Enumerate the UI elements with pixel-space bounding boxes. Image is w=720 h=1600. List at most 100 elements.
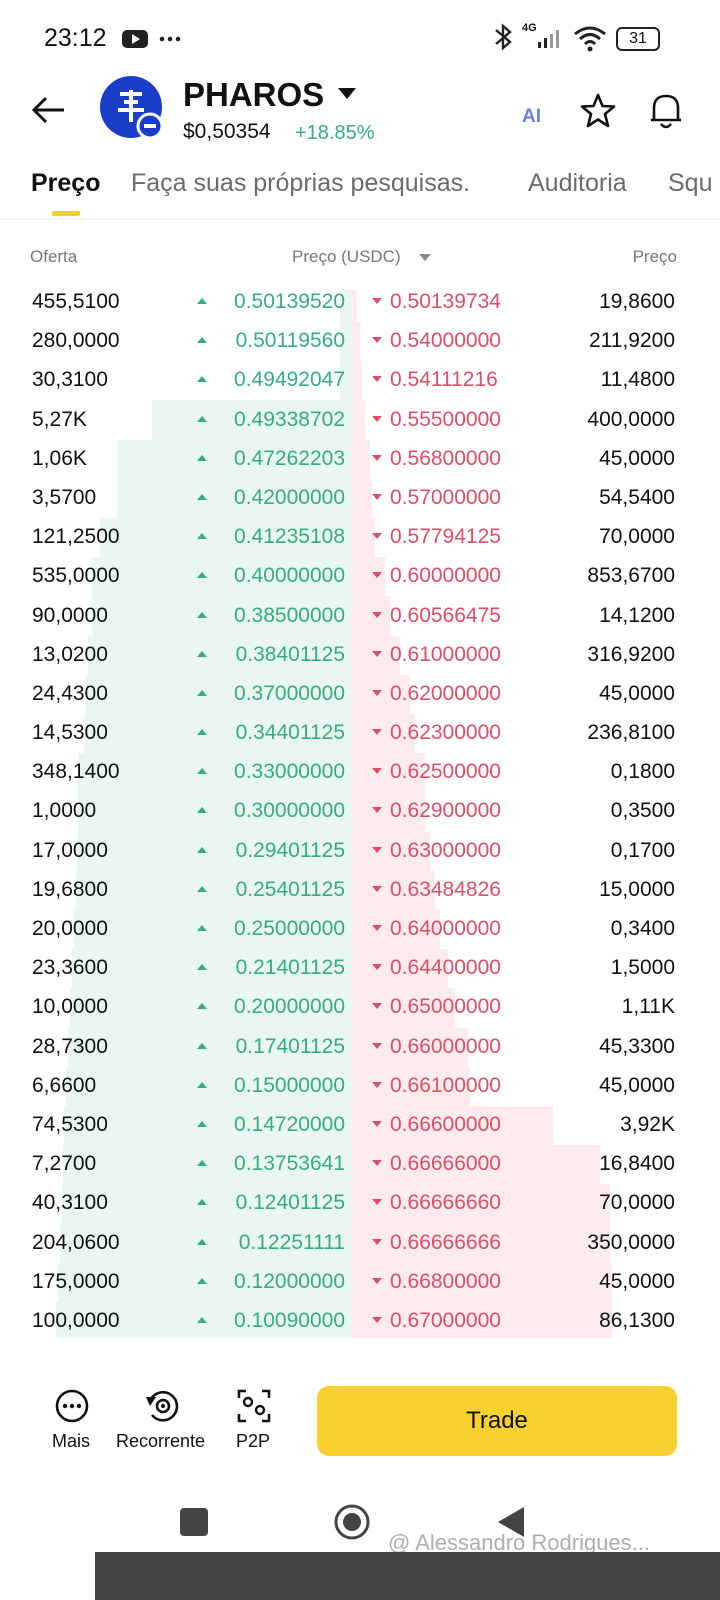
more-icon[interactable]: [54, 1388, 90, 1424]
bid-price: 0.49338702: [234, 407, 345, 431]
ask-amount: 45,0000: [599, 681, 675, 705]
ask-price: 0.64000000: [390, 917, 501, 941]
ask-arrow: [372, 1160, 382, 1167]
bid-depth: [56, 290, 352, 1338]
trade-button[interactable]: Trade: [317, 1386, 677, 1456]
ask-amount: 70,0000: [599, 1191, 675, 1215]
bid-amount: 348,1400: [32, 760, 120, 784]
action-label[interactable]: P2P: [236, 1431, 271, 1451]
ask-amount: 0,3500: [610, 799, 675, 823]
bid-arrow: [197, 493, 207, 500]
bid-arrow: [197, 376, 207, 383]
bid-amount: 14,5300: [32, 721, 108, 745]
tab[interactable]: Squ: [668, 169, 713, 197]
bid-price: 0.38500000: [234, 603, 345, 627]
signal-icon: [538, 30, 559, 48]
ask-arrow: [372, 493, 382, 500]
tab[interactable]: Auditoria: [528, 169, 627, 197]
favorite-button[interactable]: [580, 93, 616, 129]
bid-arrow: [197, 298, 207, 304]
bid-arrow: [197, 1081, 207, 1088]
ask-price: 0.64400000: [390, 956, 501, 980]
bid-arrow: [197, 1238, 207, 1245]
tab[interactable]: Faça suas próprias pesquisas.: [131, 169, 471, 197]
bid-amount: 121,2500: [32, 525, 120, 549]
ask-arrow: [372, 1199, 382, 1206]
ask-amount: 0,1800: [610, 760, 675, 784]
bid-price: 0.41235108: [234, 525, 345, 549]
ask-price: 0.60566475: [390, 603, 501, 627]
ask-amount: 853,6700: [587, 564, 675, 588]
bid-arrow: [197, 415, 207, 422]
bid-amount: 175,0000: [32, 1269, 120, 1293]
ask-arrow: [372, 1238, 382, 1245]
ask-arrow: [372, 807, 382, 814]
bid-arrow: [197, 1199, 207, 1206]
bid-price: 0.33000000: [234, 760, 345, 784]
bid-arrow: [197, 1042, 207, 1049]
alert-button[interactable]: [648, 92, 684, 130]
ask-arrow: [372, 376, 382, 383]
nav-recents[interactable]: [180, 1508, 208, 1536]
ask-price: 0.54111216: [390, 368, 498, 392]
ai-button[interactable]: AI: [522, 106, 541, 127]
ask-price: 0.66600000: [390, 1112, 501, 1136]
action-label[interactable]: Mais: [52, 1431, 91, 1451]
dropdown-icon[interactable]: [338, 86, 358, 100]
back-button[interactable]: [30, 94, 70, 126]
nav-home[interactable]: [333, 1503, 371, 1541]
bid-arrow: [197, 1277, 207, 1284]
ask-price: 0.50139734: [390, 290, 501, 313]
bid-price: 0.50119560: [235, 329, 345, 353]
p2p-icon[interactable]: [236, 1388, 272, 1424]
ask-price: 0.66100000: [390, 1073, 501, 1097]
network-label: 4G: [522, 22, 537, 34]
bid-arrow: [197, 611, 207, 618]
column-dropdown-icon[interactable]: [419, 253, 431, 262]
nav-back[interactable]: [496, 1505, 526, 1539]
bid-amount: 20,0000: [32, 917, 108, 941]
action-label[interactable]: Recorrente: [116, 1431, 206, 1451]
ask-amount: 15,0000: [599, 877, 675, 901]
ask-arrow: [372, 533, 382, 540]
bid-arrow: [197, 650, 207, 657]
ask-arrow: [372, 1316, 382, 1323]
bid-price: 0.40000000: [234, 564, 345, 588]
bid-price: 0.12000000: [234, 1269, 345, 1293]
token-logo: [100, 76, 164, 140]
bid-price: 0.29401125: [235, 838, 345, 862]
token-price: $0,50354: [183, 120, 271, 143]
ask-amount: 400,0000: [587, 407, 675, 431]
bid-amount: 455,5100: [32, 290, 120, 313]
tab[interactable]: Preço: [31, 169, 101, 197]
bid-amount: 10,0000: [32, 995, 108, 1019]
bid-price: 0.17401125: [235, 1034, 345, 1058]
bid-price: 0.49492047: [234, 368, 345, 392]
ask-price: 0.66666666: [390, 1230, 501, 1254]
ask-arrow: [372, 611, 382, 618]
ask-arrow: [372, 298, 382, 304]
ask-price: 0.63484826: [390, 877, 501, 901]
ask-amount: 1,5000: [610, 956, 675, 980]
bid-price: 0.20000000: [234, 995, 345, 1019]
bid-price: 0.13753641: [234, 1152, 345, 1176]
bid-arrow: [197, 807, 207, 814]
battery: 31: [616, 27, 660, 51]
bid-arrow: [197, 1120, 207, 1127]
ask-amount: 45,3300: [599, 1034, 675, 1058]
ask-price: 0.65000000: [390, 995, 501, 1019]
ask-price: 0.62300000: [390, 721, 501, 745]
recurring-icon[interactable]: [144, 1387, 182, 1425]
bid-arrow: [197, 572, 207, 579]
ask-arrow: [372, 454, 382, 461]
bid-amount: 19,6800: [32, 877, 108, 901]
token-symbol[interactable]: PHAROS: [183, 76, 325, 113]
bid-price: 0.50139520: [234, 290, 345, 313]
ask-price: 0.62500000: [390, 760, 501, 784]
ask-arrow: [372, 768, 382, 775]
ask-arrow: [372, 1003, 382, 1010]
bid-amount: 3,5700: [32, 485, 97, 509]
column-header: Preço: [632, 247, 677, 266]
column-header[interactable]: Preço (USDC): [292, 247, 401, 266]
